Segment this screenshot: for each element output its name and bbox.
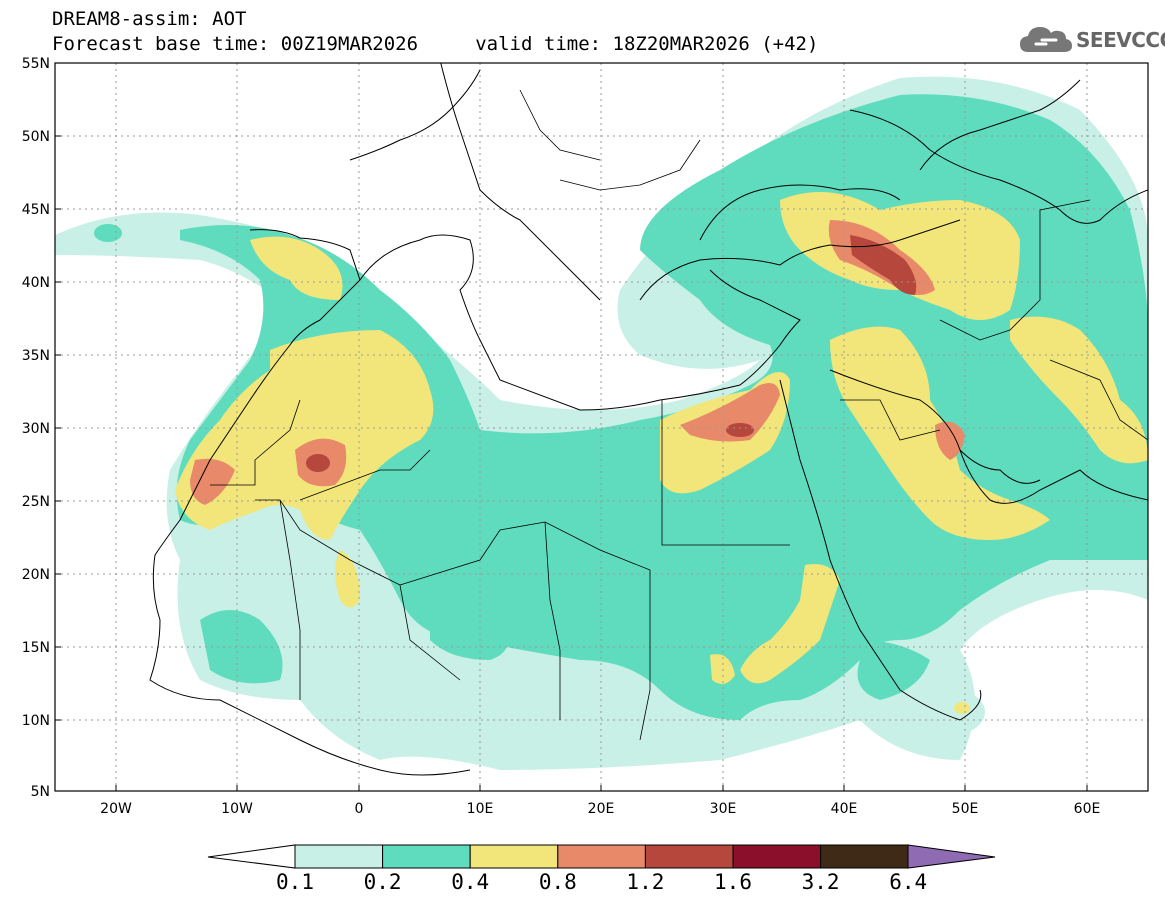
colorbar-level-label: 1.2: [626, 870, 665, 894]
lon-label: 10W: [221, 801, 253, 817]
lat-labels: 55N 50N 45N 40N 35N 30N 25N 20N 15N 10N …: [22, 56, 50, 800]
lon-label: 10E: [467, 801, 494, 817]
lon-label: 0: [355, 801, 364, 817]
cloud-icon: [1020, 27, 1072, 52]
forecast-time-line: Forecast base time: 00Z19MAR2026 valid t…: [52, 33, 819, 55]
seevccc-logo: SEEVCCC: [1018, 20, 1165, 60]
lon-label: 40E: [831, 801, 858, 817]
lat-label: 25N: [22, 494, 50, 510]
country-borders: [210, 89, 1148, 741]
colorbar-box: [382, 844, 471, 869]
logo-text: SEEVCCC: [1076, 28, 1165, 52]
lat-label: 40N: [22, 275, 50, 291]
lat-label: 30N: [22, 421, 50, 437]
colorbar-level-label: 0.4: [451, 870, 490, 894]
colorbar-level-label: 0.8: [538, 870, 577, 894]
colorbar-level-label: 3.2: [801, 870, 840, 894]
colorbar-box: [820, 844, 909, 869]
lat-label: 55N: [22, 56, 50, 72]
lat-label: 35N: [22, 348, 50, 364]
colorbar: [207, 844, 996, 869]
lon-label: 50E: [952, 801, 979, 817]
colorbar-level-label: 1.6: [714, 870, 752, 894]
map-title: DREAM8-assim: AOT: [52, 8, 247, 30]
colorbar-over-triangle: [907, 844, 996, 869]
colorbar-level-label: 0.1: [276, 870, 314, 894]
colorbar-box: [644, 844, 734, 869]
colorbar-level-label: 6.4: [889, 870, 928, 894]
lon-labels: 20W 10W 0 10E 20E 30E 40E 50E 60E: [100, 801, 1100, 817]
lat-label: 20N: [22, 567, 50, 583]
graticule: [55, 63, 1148, 791]
lat-label: 45N: [22, 202, 50, 218]
lon-label: 20E: [588, 801, 615, 817]
ticks: [55, 62, 1088, 792]
lat-label: 10N: [22, 713, 50, 729]
colorbar-boxes: [294, 844, 909, 869]
colorbar-under-triangle: [207, 844, 296, 869]
colorbar-level-label: 0.2: [363, 870, 402, 894]
aot-level-1.2: [306, 235, 917, 472]
colorbar-box: [732, 844, 822, 869]
colorbar-labels: 0.1 0.2 0.4 0.8 1.2 1.6 3.2 6.4: [0, 870, 1165, 900]
colorbar-box: [294, 844, 384, 869]
lat-label: 50N: [22, 129, 50, 145]
colorbar-box: [557, 844, 646, 869]
coastlines: [149, 63, 1148, 776]
lon-label: 60E: [1074, 801, 1101, 817]
lat-label: 5N: [31, 784, 50, 800]
lat-label: 15N: [22, 640, 50, 656]
lon-label: 30E: [710, 801, 737, 817]
colorbar-box: [469, 844, 559, 869]
lon-label: 20W: [100, 801, 132, 817]
